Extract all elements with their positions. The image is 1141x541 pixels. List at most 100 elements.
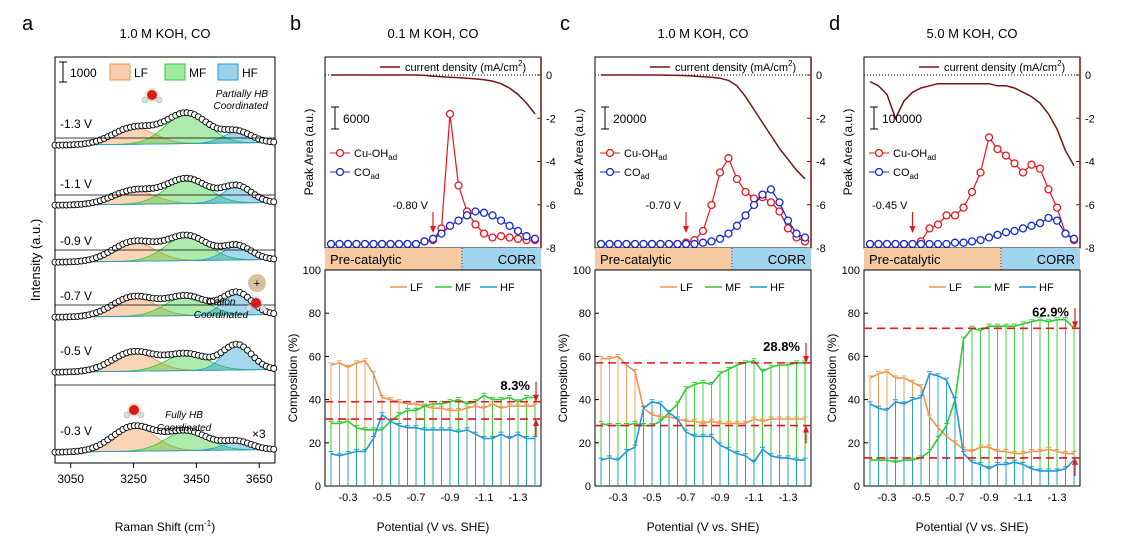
mf-arrowhead-d bbox=[1072, 321, 1078, 329]
co_ad-point-d bbox=[959, 238, 968, 247]
co_ad-point-d bbox=[1018, 224, 1028, 233]
co_ad-point-c bbox=[613, 239, 623, 249]
legend-swatch-a bbox=[109, 63, 131, 81]
corr-label-b: CORR bbox=[498, 252, 536, 267]
comp-tick-label-c: 0 bbox=[585, 481, 591, 493]
co_ad-point-c bbox=[800, 233, 810, 242]
comp-y-label-c: Composition (%) bbox=[556, 334, 570, 423]
right-tick-label-b: -4 bbox=[546, 157, 556, 169]
x-tick-label-c: -0.5 bbox=[643, 492, 662, 504]
water-molecule-icon bbox=[259, 304, 267, 312]
x-tick-label-c: -0.9 bbox=[711, 492, 730, 504]
co_ad-point-d bbox=[942, 239, 951, 249]
legend-current-label-d: current density (mA/cm2) bbox=[944, 59, 1065, 74]
x-axis-label-c: Potential (V vs. SHE) bbox=[647, 520, 760, 534]
cu_oh-point-c bbox=[707, 200, 716, 210]
mf-line-b bbox=[331, 394, 535, 431]
onset-label-b: -0.80 V bbox=[393, 200, 429, 212]
comp-legend-label-d: LF bbox=[949, 282, 962, 294]
panel-d: d 5.0 M KOH, CO Peak Area (a.u.) 0 -2 -4 -6 -8 c… bbox=[825, 13, 1095, 534]
cu_oh-point-d bbox=[1052, 203, 1062, 212]
mf-percent-label-b: 8.3% bbox=[500, 378, 530, 393]
lf-line-b bbox=[330, 359, 535, 412]
water-molecule-icon bbox=[141, 96, 149, 104]
comp-legend-label-c: HF bbox=[770, 282, 785, 294]
corr-band-d bbox=[1000, 248, 1080, 270]
comp-tick-label-d: 80 bbox=[848, 308, 860, 320]
co_ad-point-c bbox=[596, 239, 606, 249]
peak-y-label-d: Peak Area (a.u.) bbox=[841, 109, 855, 196]
cu_oh-point-d bbox=[1010, 159, 1019, 168]
comp-tick-label-d: 20 bbox=[848, 438, 860, 450]
scale-bar-label-b: 6000 bbox=[343, 112, 370, 126]
legend-co-label-b: COad bbox=[354, 167, 379, 181]
x-tick-label-a: 3050 bbox=[57, 472, 84, 486]
co_ad-point-c bbox=[724, 229, 733, 238]
x-tick-label-d: -0.7 bbox=[946, 492, 965, 504]
water-molecule-icon bbox=[251, 298, 261, 308]
co_ad-point-b bbox=[420, 237, 429, 246]
data-point-a bbox=[270, 138, 278, 146]
cu_oh-point-c bbox=[766, 198, 776, 207]
co_ad-point-b bbox=[445, 221, 455, 230]
multiplier-label-a: ×3 bbox=[252, 427, 266, 441]
comp-legend-label-d: MF bbox=[994, 282, 1010, 294]
cu_oh-point-d bbox=[993, 144, 1002, 154]
onset-label-d: -0.45 V bbox=[872, 200, 908, 212]
co_ad-point-d bbox=[933, 239, 943, 249]
co_ad-point-c bbox=[622, 239, 631, 249]
water-molecule-icon bbox=[123, 411, 131, 419]
panel-title-a: 1.0 M KOH, CO bbox=[119, 26, 210, 41]
co_ad-point-b bbox=[454, 216, 463, 225]
precatalytic-label-b: Pre-catalytic bbox=[330, 252, 402, 267]
co_ad-point-d bbox=[1061, 229, 1070, 238]
co_ad-point-b bbox=[505, 221, 514, 230]
legend-co-marker-d bbox=[874, 167, 884, 177]
co_ad-point-c bbox=[783, 216, 793, 225]
co_ad-point-c bbox=[690, 239, 699, 249]
legend-cuoh-label-c: Cu-OHad bbox=[624, 148, 667, 162]
x-tick-label-a: 3250 bbox=[120, 472, 147, 486]
data-point-a bbox=[270, 365, 278, 372]
cu_oh-point-b bbox=[479, 229, 489, 238]
precatalytic-band-c bbox=[595, 248, 732, 270]
legend-swatch-a bbox=[164, 63, 186, 81]
co_ad-point-d bbox=[925, 239, 934, 249]
mf-percent-label-c: 28.8% bbox=[763, 339, 800, 354]
x-axis-label-a: Raman Shift (cm-1) bbox=[115, 519, 215, 534]
panel-title-d: 5.0 M KOH, CO bbox=[926, 26, 1017, 41]
co_ad-point-d bbox=[1001, 228, 1011, 237]
co_ad-point-b bbox=[326, 239, 336, 249]
co_ad-point-c bbox=[766, 185, 776, 194]
co_ad-point-c bbox=[673, 239, 682, 249]
comp-tick-label-b: 80 bbox=[309, 308, 321, 320]
cu_oh-point-b bbox=[471, 220, 480, 229]
potential-label-a: -1.1 V bbox=[60, 177, 92, 191]
right-tick-label-d: -2 bbox=[1085, 113, 1095, 125]
precatalytic-label-d: Pre-catalytic bbox=[869, 252, 941, 267]
co_ad-point-c bbox=[681, 239, 691, 249]
co_ad-point-d bbox=[874, 239, 883, 249]
co_ad-point-c bbox=[664, 239, 674, 249]
right-tick-label-d: -8 bbox=[1085, 243, 1095, 255]
co_ad-point-b bbox=[479, 208, 489, 217]
comp-tick-label-c: 100 bbox=[573, 265, 591, 277]
co_ad-point-b bbox=[488, 211, 497, 220]
scale-bar-label-a: 1000 bbox=[70, 66, 97, 80]
legend-cuoh-marker-d bbox=[874, 148, 884, 158]
cation-symbol: + bbox=[254, 278, 260, 290]
comp-tick-label-b: 60 bbox=[309, 351, 321, 363]
co_ad-point-d bbox=[916, 239, 926, 249]
co_ad-point-b bbox=[343, 239, 353, 249]
legend-current-label-c: current density (mA/cm2) bbox=[675, 59, 796, 74]
co_ad-point-d bbox=[865, 239, 875, 249]
x-tick-label-b: -1.3 bbox=[509, 492, 528, 504]
right-tick-label-c: -4 bbox=[816, 157, 826, 169]
panel-b: b 0.1 M KOH, CO Peak Area (a.u.) 0 -2 -4 -6 -8 c… bbox=[286, 13, 556, 534]
co_ad-point-d bbox=[899, 239, 909, 249]
right-tick-label-c: 0 bbox=[816, 70, 822, 82]
cu_oh-point-d bbox=[959, 203, 968, 212]
cu_oh-point-d bbox=[933, 220, 943, 229]
cu_oh-point-d bbox=[942, 211, 951, 220]
legend-label-a: MF bbox=[189, 66, 206, 80]
